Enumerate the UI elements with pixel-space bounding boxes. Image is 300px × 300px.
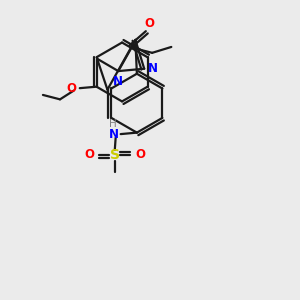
Text: O: O	[67, 82, 77, 95]
Text: O: O	[135, 148, 146, 161]
Text: O: O	[144, 17, 154, 30]
Text: N: N	[148, 62, 158, 75]
Text: O: O	[84, 148, 94, 161]
Text: H: H	[110, 119, 117, 129]
Text: N: N	[109, 128, 118, 141]
Text: S: S	[110, 148, 120, 162]
Text: N: N	[113, 75, 123, 88]
